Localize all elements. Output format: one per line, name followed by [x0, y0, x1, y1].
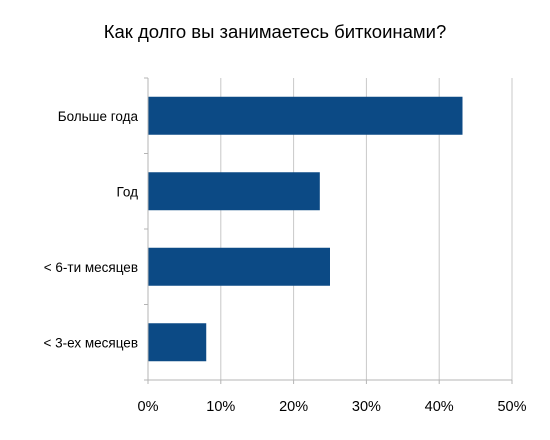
axes: [144, 77, 513, 384]
bar-0: [148, 96, 463, 135]
x-tick-label-40: 40%: [425, 399, 454, 415]
x-tick-label-10: 10%: [206, 399, 235, 415]
chart-title: Как долго вы занимаетесь биткоинами?: [104, 21, 447, 42]
bar-1: [148, 172, 320, 211]
category-label-1: Год: [117, 184, 139, 199]
bars: [148, 96, 463, 362]
x-tick-label-30: 30%: [352, 399, 381, 415]
x-tick-label-20: 20%: [279, 399, 308, 415]
bar-3: [148, 323, 207, 362]
category-label-3: < 3-ех месяцев: [44, 335, 138, 350]
category-label-2: < 6-ти месяцев: [44, 260, 138, 275]
x-tick-label-50: 50%: [497, 399, 526, 415]
category-label-0: Больше года: [58, 109, 139, 124]
bar-2: [148, 247, 330, 286]
labels: Больше года Год < 6-ти месяцев < 3-ех месяц…: [44, 109, 527, 415]
x-tick-label-0: 0%: [138, 399, 159, 415]
